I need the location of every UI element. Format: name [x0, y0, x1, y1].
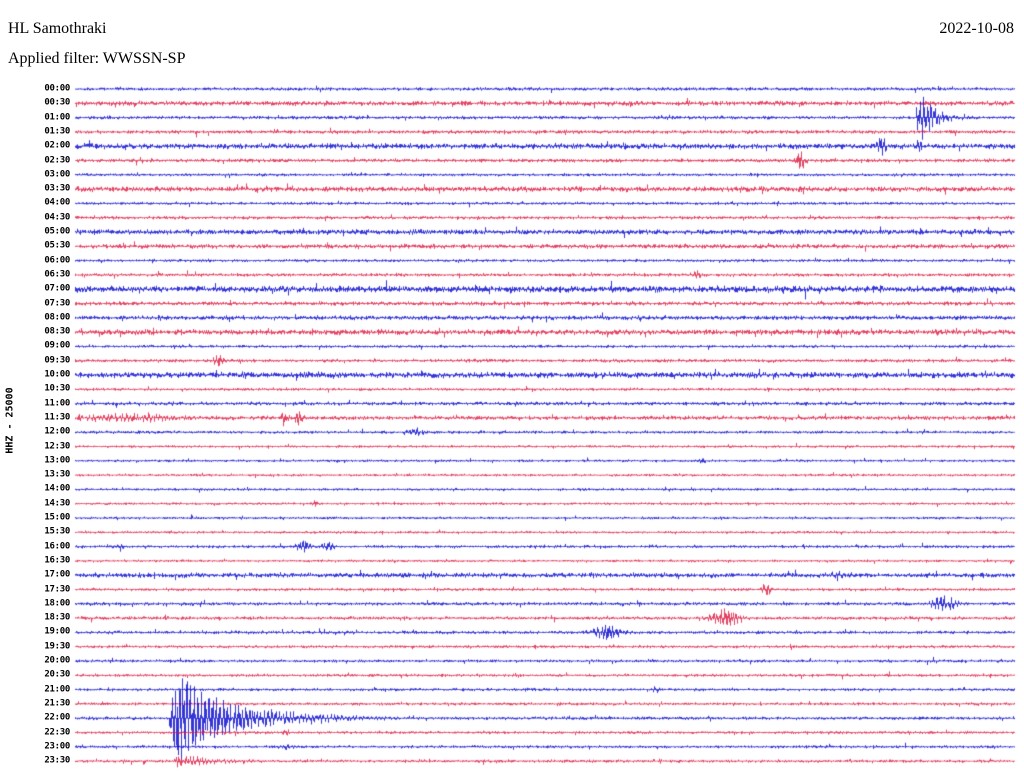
channel-scale-label: HHZ - 25000	[4, 387, 16, 454]
record-date: 2022-10-08	[939, 20, 1014, 37]
filter-label: Applied filter: WWSSN-SP	[8, 50, 186, 67]
station-name: HL Samothraki	[8, 20, 107, 37]
